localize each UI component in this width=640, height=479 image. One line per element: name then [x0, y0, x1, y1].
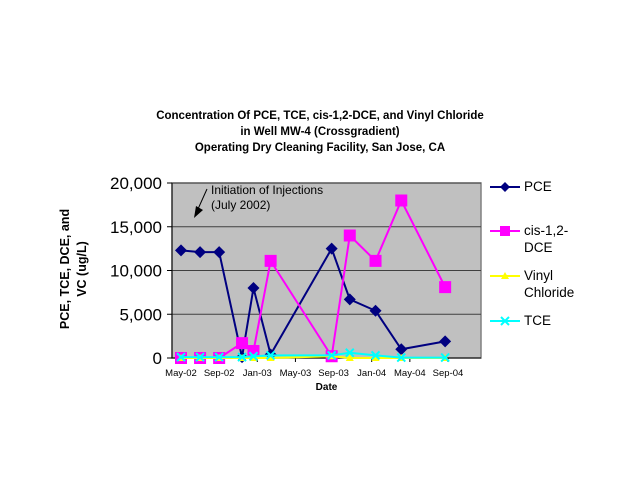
x-tick-label: Jan-04	[357, 368, 386, 379]
data-point-pce	[194, 246, 207, 259]
data-point-tce	[326, 350, 337, 361]
annotation-arrow-head	[194, 206, 203, 218]
legend-pce-marker-icon	[490, 182, 520, 192]
data-point-pce	[439, 335, 452, 348]
legend-vc-marker-icon	[490, 272, 520, 279]
annotation-line-2: (July 2002)	[211, 198, 271, 212]
y-tick-label: 15,000	[110, 218, 162, 237]
injection-annotation: Initiation of Injections (July 2002)	[211, 183, 323, 213]
data-point-tce	[237, 352, 247, 362]
data-point-pce	[395, 343, 408, 356]
x-axis-label: Date	[316, 382, 338, 393]
data-point-vinyl-chloride	[371, 354, 380, 361]
data-point-tce	[396, 352, 406, 363]
data-point-cis-1-2-dce	[264, 254, 277, 267]
data-point-pce	[343, 293, 356, 306]
annotation-arrow-line	[197, 188, 208, 210]
data-point-cis-1-2-dce	[236, 337, 249, 350]
legend-label-tce: TCE	[524, 313, 551, 328]
data-point-cis-1-2-dce	[343, 229, 356, 242]
legend-item-pce: PCE	[490, 178, 600, 195]
x-tick-label: May-04	[394, 368, 426, 379]
data-point-tce	[345, 348, 355, 358]
data-point-tce	[265, 350, 276, 361]
data-point-pce	[247, 282, 260, 294]
y-tick-label: 5,000	[119, 305, 162, 324]
legend-item-dce: cis-1,2-DCE	[490, 222, 600, 256]
data-point-tce	[370, 350, 381, 361]
data-point-pce	[175, 244, 187, 257]
legend-label-dce: cis-1,2-DCE	[524, 223, 569, 255]
data-point-vinyl-chloride	[345, 354, 354, 361]
y-tick-label: 0	[153, 349, 162, 368]
y-tick-label: 10,000	[110, 262, 162, 281]
y-tick-label: 20,000	[110, 174, 162, 193]
data-point-pce	[213, 246, 226, 259]
legend-dce-marker-icon	[490, 226, 520, 236]
data-point-tce	[440, 352, 450, 363]
data-point-vinyl-chloride	[266, 354, 275, 361]
x-tick-label: Jan-03	[243, 368, 272, 379]
data-point-pce	[325, 242, 338, 255]
data-point-tce	[195, 352, 205, 362]
data-point-tce	[248, 351, 259, 361]
annotation-line-1: Initiation of Injections	[211, 183, 324, 197]
data-point-pce	[369, 304, 382, 317]
chart-title: Concentration Of PCE, TCE, cis-1,2-DCE, …	[0, 108, 640, 156]
legend-tce-marker-icon	[490, 316, 520, 326]
data-point-cis-1-2-dce	[439, 281, 452, 294]
chart-title-line-3: Operating Dry Cleaning Facility, San Jos…	[194, 142, 446, 154]
chart-title-line-2: in Well MW-4 (Crossgradient)	[240, 126, 400, 138]
legend-label-vinyl-chloride: Vinyl Chloride	[524, 268, 575, 300]
data-point-cis-1-2-dce	[395, 194, 408, 207]
data-point-tce	[176, 352, 186, 362]
legend-item-vinyl-chloride: Vinyl Chloride	[490, 267, 600, 301]
legend-item-tce: TCE	[490, 312, 600, 329]
x-tick-label: May-03	[280, 368, 312, 379]
data-point-cis-1-2-dce	[369, 254, 382, 267]
legend-label-pce: PCE	[524, 179, 552, 194]
data-point-tce	[214, 352, 224, 362]
x-tick-label: Sep-03	[318, 368, 349, 379]
x-tick-label: May-02	[165, 368, 197, 379]
x-tick-label: Sep-04	[433, 368, 464, 379]
chart-title-line-1: Concentration Of PCE, TCE, cis-1,2-DCE, …	[156, 110, 484, 122]
x-tick-label: Sep-02	[204, 368, 235, 379]
